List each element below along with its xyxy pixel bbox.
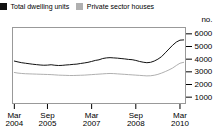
- svg-text:no.: no.: [201, 15, 212, 24]
- svg-text:Mar2010: Mar2010: [171, 111, 189, 128]
- svg-text:4000: 4000: [195, 55, 213, 64]
- svg-text:Sep2008: Sep2008: [127, 111, 145, 128]
- svg-text:3000: 3000: [195, 67, 213, 76]
- svg-text:Mar2004: Mar2004: [5, 111, 23, 128]
- html-text:Private sector houses: Private sector houses: [86, 2, 155, 10]
- svg-text:Sep2005: Sep2005: [39, 111, 57, 128]
- html-text:Total dwelling units: Total dwelling units: [10, 2, 70, 10]
- svg-text:1000: 1000: [195, 93, 213, 102]
- svg-text:Mar2007: Mar2007: [83, 111, 101, 128]
- svg-text:2000: 2000: [195, 80, 213, 89]
- svg-text:6000: 6000: [195, 29, 213, 38]
- svg-text:5000: 5000: [195, 42, 213, 51]
